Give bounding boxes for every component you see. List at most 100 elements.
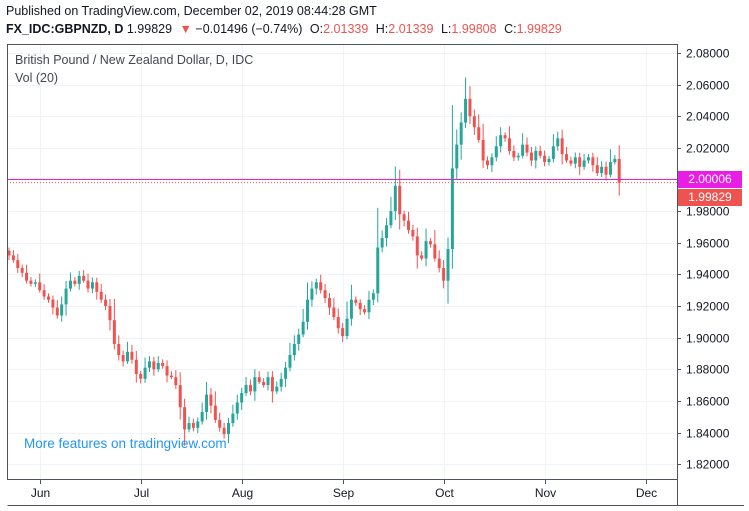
candle-body [86,280,90,289]
candle-body [600,166,604,174]
close-value: 1.99829 [516,22,562,36]
candle-body [367,299,371,313]
candle-body [178,385,182,408]
candle-body [433,244,437,259]
price-axis[interactable]: 2.080002.060002.040002.020002.000001.980… [677,47,730,472]
candle-body [521,144,525,156]
candle-body [126,351,130,362]
symbol-label: FX_IDC:GBPNZD, D [6,22,124,36]
price-tick-label: 1.88000 [686,363,730,377]
open-value: 2.01339 [323,22,369,36]
candle-body [402,214,406,221]
candle-body [147,361,151,368]
candle-body [205,394,209,412]
candle-body [560,138,564,155]
candle-body [288,355,292,368]
candle-body [428,241,432,245]
candle-body [248,385,252,392]
candle-body [420,255,424,259]
candle-body [481,139,485,161]
candle-body [218,419,222,428]
candle-body [292,343,296,356]
time-tick-label: Oct [435,486,454,500]
candle-body [358,302,362,310]
candle-body [42,290,46,297]
candle-body [323,290,327,299]
price-tick-label: 1.96000 [686,237,730,251]
candle-body [68,280,72,289]
plot-frame [7,44,678,480]
chart-legend-title: British Pound / New Zealand Dollar, D, I… [15,53,254,67]
candle-body [16,260,20,269]
candle-body [608,162,612,175]
promo-link[interactable]: More features on tradingview.com [24,436,227,451]
candle-body [130,351,134,360]
high-value: 2.01339 [388,22,434,36]
candle-body [516,155,520,158]
price-tick-label: 2.04000 [686,110,730,124]
candle-body [556,138,560,147]
candle-body [270,377,274,392]
candle-body [446,249,450,281]
candle-body [591,157,595,166]
candle-body [450,168,454,250]
candle-body [385,225,389,238]
time-axis[interactable]: Jun Jul Aug Sep Oct Nov Dec [31,480,657,500]
high-label: H: [375,22,389,36]
candle-body [253,377,257,392]
candle-body [200,411,204,422]
candle-body [11,255,15,261]
candle-body [393,185,397,212]
candle-body [55,307,59,316]
candle-body [121,355,125,362]
candle-body [139,374,143,379]
candle-body [525,144,529,153]
price-tick-label: 1.90000 [686,332,730,346]
candle-body [222,427,226,435]
price-tick-label: 1.82000 [686,458,730,472]
quote-line: FX_IDC:GBPNZD, D 1.99829 ▼ −0.01496 (−0.… [6,22,562,36]
candle-body [573,157,577,164]
candle-body [345,318,349,337]
price-tick-label: 2.06000 [686,79,730,93]
candle-body [534,150,538,161]
candle-body [90,282,94,289]
close-label: C: [504,22,517,36]
low-value: 1.99808 [451,22,497,36]
candle-body [7,250,11,256]
candle-body [73,280,77,284]
candle-body [459,122,463,145]
candle-body [104,299,108,306]
candle-body [398,185,402,215]
candle-body [60,304,64,316]
published-caption: Published on TradingView.com, December 0… [6,4,377,18]
candle-body [314,282,318,289]
candle-body [117,343,121,356]
volume-legend: Vol (20) [15,71,59,85]
candle-body [310,288,314,300]
candle-body [319,282,323,291]
candle-body [336,317,340,329]
candle-body [165,366,169,376]
candle-body [415,236,419,256]
candle-body [547,158,551,163]
time-tick-label: Jul [134,486,149,500]
candle-body [240,393,244,403]
candle-body [538,150,542,156]
last-price-tag: 1.99829 [678,188,742,206]
time-tick-label: Sep [333,486,355,500]
candle-body [551,146,555,159]
candle-body [99,291,103,300]
candle-body [477,127,481,140]
candle-body [380,237,384,248]
candle-body [363,309,367,313]
candle-body [262,381,266,386]
candle-body [266,377,270,386]
candle-body [586,157,590,161]
candle-body [20,268,24,273]
last-price: 1.99829 [126,22,173,36]
candle-body [183,407,187,430]
candle-body [486,160,490,166]
candle-body [156,362,160,370]
